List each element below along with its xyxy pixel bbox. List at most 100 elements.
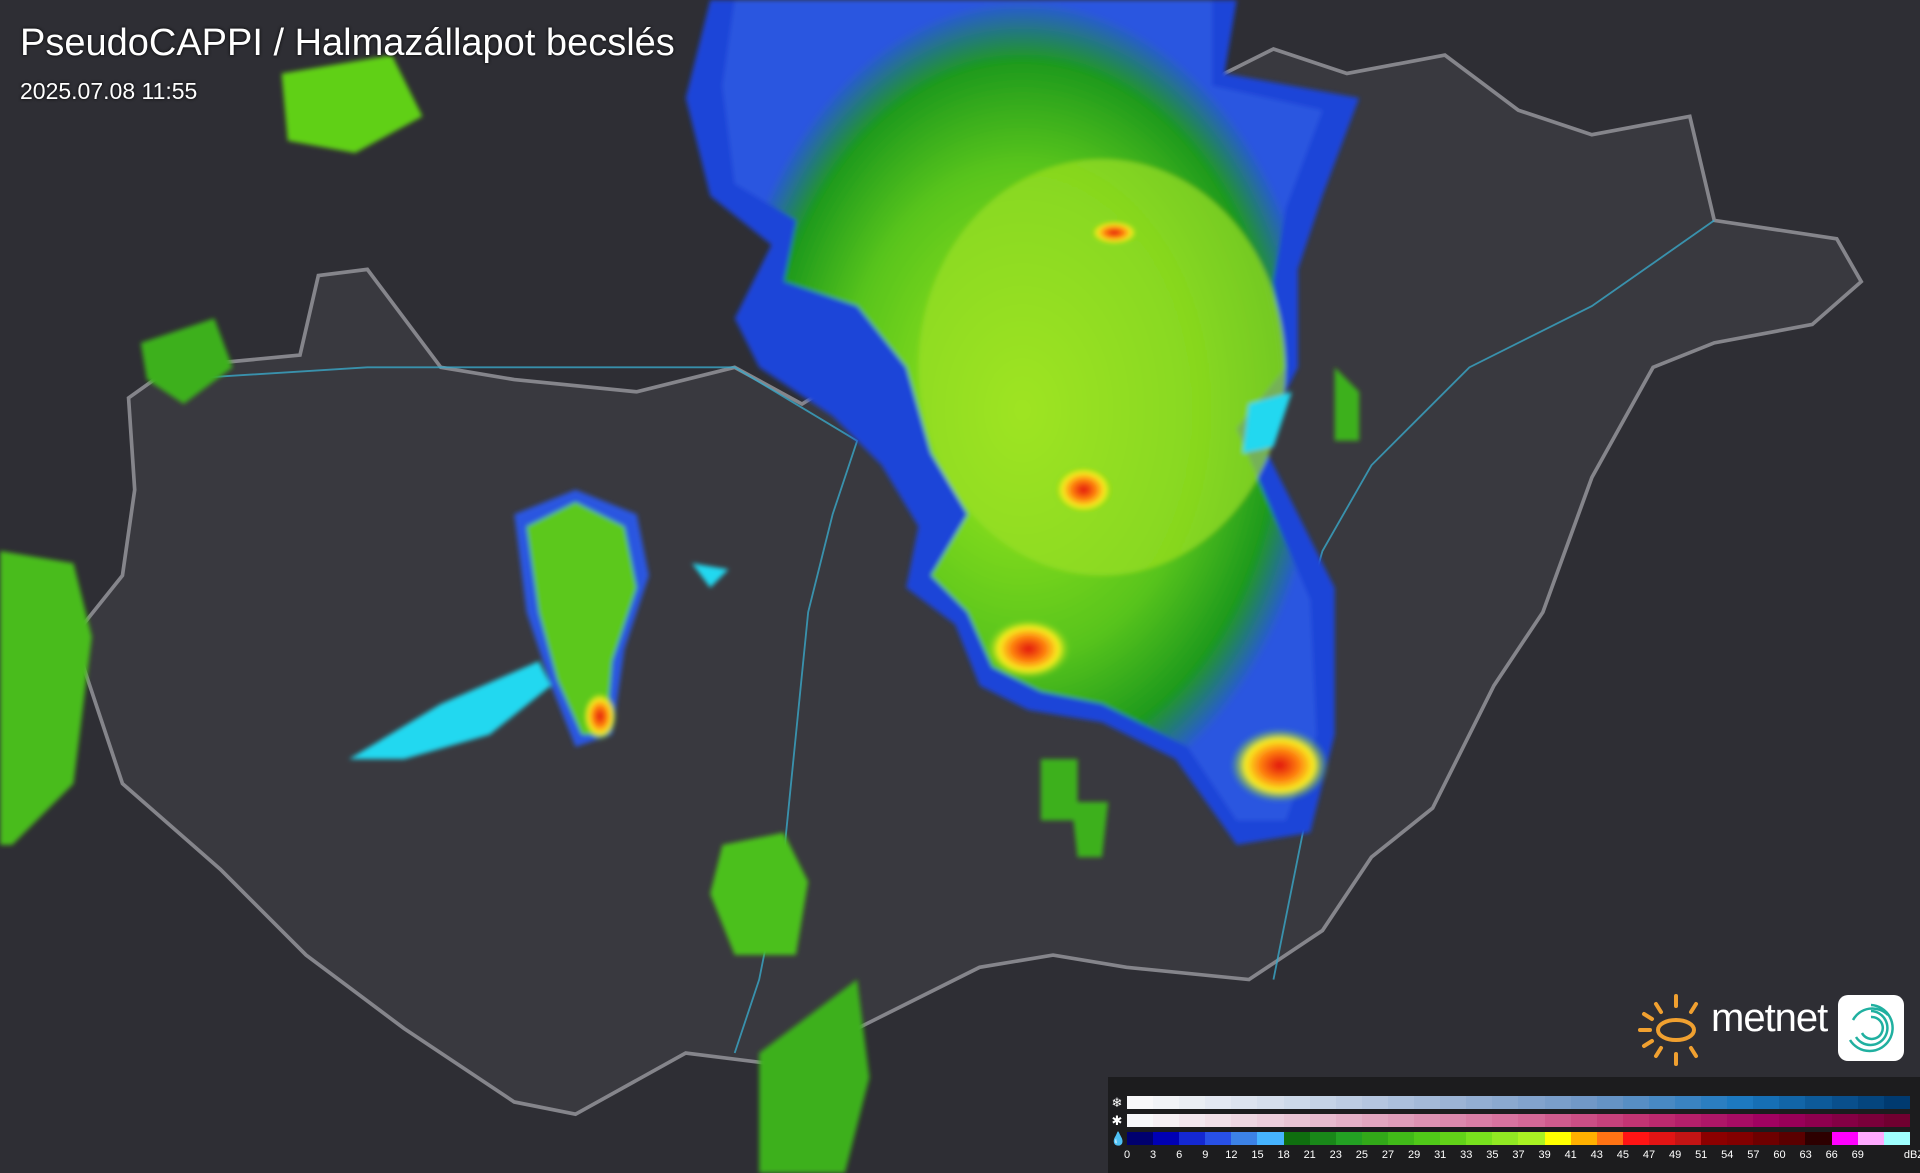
map-title: PseudoCAPPI / Halmazállapot becslés — [20, 22, 675, 64]
graupel-color-swatch — [1283, 1114, 1310, 1127]
rain-color-swatch — [1674, 1132, 1702, 1145]
rain-color-swatch — [1518, 1132, 1545, 1145]
rain-colorbar — [1127, 1132, 1910, 1145]
rain-color-swatch — [1831, 1132, 1858, 1145]
rain-color-swatch — [1205, 1132, 1232, 1145]
graupel-color-swatch — [1205, 1114, 1232, 1127]
snow-color-swatch — [1622, 1096, 1649, 1109]
snow-color-swatch — [1883, 1096, 1910, 1109]
legend-tick-label: 54 — [1721, 1149, 1734, 1161]
legend-tick-label: 43 — [1590, 1149, 1603, 1161]
snow-color-swatch — [1283, 1096, 1310, 1109]
snow-color-swatch — [1127, 1096, 1154, 1109]
legend-tick-label: 0 — [1123, 1149, 1131, 1161]
graupel-color-swatch — [1518, 1114, 1545, 1127]
rain-color-swatch — [1153, 1132, 1180, 1145]
rain-color-swatch — [1127, 1132, 1154, 1145]
graupel-color-swatch — [1544, 1114, 1571, 1127]
rain-color-swatch — [1466, 1132, 1493, 1145]
snow-color-swatch — [1231, 1096, 1258, 1109]
graupel-color-swatch — [1466, 1114, 1493, 1127]
snow-color-swatch — [1805, 1096, 1832, 1109]
graupel-color-swatch — [1570, 1114, 1597, 1127]
snow-color-swatch — [1205, 1096, 1232, 1109]
snow-color-swatch — [1753, 1096, 1780, 1109]
graupel-color-swatch — [1805, 1114, 1832, 1127]
graupel-color-swatch — [1335, 1114, 1362, 1127]
legend-tick-label: 31 — [1434, 1149, 1447, 1161]
graupel-color-swatch — [1387, 1114, 1415, 1127]
snowflake-icon: ❄ — [1111, 1095, 1123, 1110]
graupel-colorbar — [1127, 1114, 1910, 1127]
rain-color-swatch — [1440, 1132, 1467, 1145]
legend-tick-label: 27 — [1381, 1149, 1395, 1161]
graupel-color-swatch — [1648, 1114, 1675, 1127]
legend-unit-label: dBZ — [1903, 1149, 1920, 1161]
sun-logo-icon — [1638, 994, 1698, 1066]
snow-color-swatch — [1440, 1096, 1467, 1109]
rain-color-swatch — [1857, 1132, 1884, 1145]
graupel-color-swatch — [1179, 1114, 1206, 1127]
legend-tick-label: 37 — [1512, 1149, 1525, 1161]
lake-balaton — [348, 661, 552, 760]
snow-color-swatch — [1309, 1096, 1336, 1109]
legend-tick-label: 18 — [1277, 1149, 1290, 1161]
snow-color-swatch — [1257, 1096, 1284, 1109]
snow-color-swatch — [1779, 1096, 1806, 1109]
rain-color-swatch — [1570, 1132, 1597, 1145]
graupel-color-swatch — [1831, 1114, 1858, 1127]
graupel-color-swatch — [1414, 1114, 1441, 1127]
graupel-color-swatch — [1857, 1114, 1884, 1127]
legend-tick-label: 47 — [1642, 1149, 1656, 1161]
snow-colorbar — [1127, 1096, 1910, 1109]
rain-color-swatch — [1231, 1132, 1258, 1145]
rain-color-swatch — [1596, 1132, 1623, 1145]
snow-color-swatch — [1596, 1096, 1623, 1109]
graupel-color-swatch — [1622, 1114, 1649, 1127]
precipitation-echoes — [0, 0, 1360, 1173]
legend-tick-label: 6 — [1176, 1149, 1183, 1161]
graupel-color-swatch — [1883, 1114, 1910, 1127]
graupel-color-swatch — [1440, 1114, 1467, 1127]
rain-color-swatch — [1544, 1132, 1571, 1145]
legend-tick-label: 49 — [1668, 1149, 1682, 1161]
snow-color-swatch — [1361, 1096, 1388, 1109]
metnet-logo: metnet — [1636, 990, 1916, 1070]
legend-tick-label: 66 — [1825, 1149, 1838, 1161]
rain-color-swatch — [1648, 1132, 1675, 1145]
graupel-color-swatch — [1127, 1114, 1154, 1127]
rain-color-swatch — [1257, 1132, 1284, 1145]
rain-color-swatch — [1883, 1132, 1910, 1145]
snow-color-swatch — [1153, 1096, 1180, 1109]
legend-tick-label: 9 — [1202, 1149, 1209, 1161]
graupel-icon: ✱ — [1111, 1113, 1123, 1128]
graupel-color-swatch — [1674, 1114, 1702, 1127]
legend-tick-label: 60 — [1773, 1149, 1786, 1161]
snow-color-swatch — [1492, 1096, 1519, 1109]
graupel-color-swatch — [1309, 1114, 1336, 1127]
snow-color-swatch — [1831, 1096, 1858, 1109]
graupel-color-swatch — [1361, 1114, 1388, 1127]
snow-color-swatch — [1414, 1096, 1441, 1109]
spiral-icon — [1848, 1003, 1894, 1053]
graupel-color-swatch — [1727, 1114, 1754, 1127]
graupel-color-swatch — [1257, 1114, 1284, 1127]
snow-color-swatch — [1701, 1096, 1728, 1109]
rain-color-swatch — [1622, 1132, 1649, 1145]
snow-color-swatch — [1466, 1096, 1493, 1109]
snow-color-swatch — [1648, 1096, 1675, 1109]
legend-tick-label: 63 — [1799, 1149, 1812, 1161]
raindrop-icon: 💧 — [1110, 1131, 1127, 1146]
graupel-color-swatch — [1153, 1114, 1180, 1127]
rain-color-swatch — [1753, 1132, 1780, 1145]
rain-color-swatch — [1727, 1132, 1754, 1145]
snow-color-swatch — [1674, 1096, 1702, 1109]
snow-color-swatch — [1335, 1096, 1362, 1109]
legend-tick-label: 69 — [1851, 1149, 1864, 1161]
snow-color-swatch — [1570, 1096, 1597, 1109]
legend-tick-label: 39 — [1538, 1149, 1551, 1161]
legend-tick-label: 21 — [1303, 1149, 1316, 1161]
legend-tick-label: 25 — [1355, 1149, 1369, 1161]
